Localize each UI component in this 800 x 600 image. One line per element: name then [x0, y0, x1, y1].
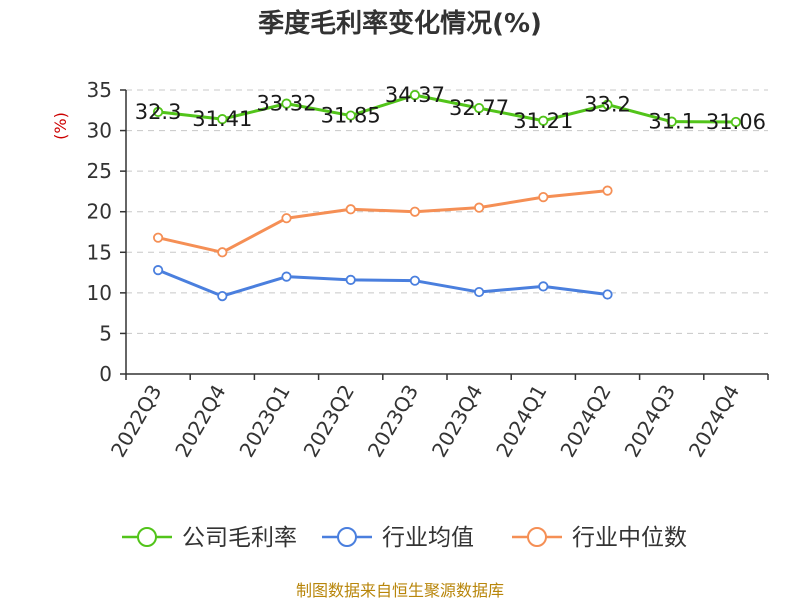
data-label: 33.2 [584, 93, 631, 117]
data-point [473, 286, 485, 298]
data-point [602, 185, 613, 196]
data-point [602, 289, 613, 300]
data-point [217, 291, 228, 302]
y-tick-label: 0 [99, 362, 112, 386]
data-point [473, 102, 485, 114]
legend-marker [137, 527, 157, 547]
data-point [538, 281, 549, 292]
y-tick-label: 20 [87, 200, 112, 224]
data-point [409, 206, 420, 217]
legend: 公司毛利率 行业均值 行业中位数 [122, 525, 687, 551]
series-line [157, 93, 736, 124]
legend-label: 公司毛利率 [182, 525, 297, 551]
y-tick-label: 15 [87, 240, 112, 264]
data-label: 33.32 [256, 92, 316, 116]
source-note: 制图数据来自恒生聚源数据库 [296, 581, 504, 600]
data-point [345, 204, 356, 215]
x-tick-label: 2022Q3 [106, 381, 166, 462]
data-point [217, 247, 228, 258]
data-point [730, 116, 742, 128]
series-line [157, 189, 608, 254]
series-layer [153, 90, 742, 302]
series-0 [153, 90, 742, 128]
x-tick-label: 2023Q1 [234, 381, 294, 462]
data-label: 34.37 [385, 83, 445, 107]
x-tick-label: 2023Q2 [299, 381, 359, 462]
x-tick-label: 2023Q4 [427, 381, 487, 462]
x-tick-label: 2024Q3 [620, 381, 680, 462]
y-tick-label: 25 [87, 159, 112, 183]
legend-label: 行业均值 [382, 525, 474, 551]
y-axis-unit: (%) [51, 112, 70, 140]
series-1 [153, 265, 613, 302]
legend-marker [337, 527, 357, 547]
data-point [473, 202, 485, 213]
data-label: 31.21 [513, 109, 573, 133]
grid-lines [126, 89, 768, 334]
data-point [538, 192, 549, 203]
x-tick-label: 2024Q2 [555, 381, 615, 462]
data-point [345, 110, 356, 121]
data-point [666, 116, 677, 127]
legend-label: 行业中位数 [572, 525, 687, 551]
data-point [153, 265, 164, 276]
x-tick-label: 2024Q4 [684, 381, 744, 462]
data-label: 31.06 [706, 110, 766, 134]
data-point [281, 271, 292, 282]
data-label: 32.77 [449, 96, 509, 120]
legend-marker [527, 527, 547, 547]
data-point [153, 106, 164, 118]
data-point [345, 274, 356, 285]
data-point [281, 213, 292, 224]
x-tick-label: 2022Q4 [170, 381, 230, 462]
data-point [409, 275, 420, 286]
data-point [409, 90, 420, 101]
data-label: 31.41 [192, 107, 252, 131]
data-point [281, 98, 292, 109]
data-label: 31.85 [321, 104, 381, 128]
y-tick-label: 10 [87, 281, 112, 305]
x-tick-label: 2024Q1 [491, 381, 551, 462]
data-point [153, 232, 164, 243]
data-point [602, 99, 613, 110]
data-label: 32.3 [135, 100, 182, 124]
x-tick-label: 2023Q3 [363, 381, 423, 462]
y-tick-label: 5 [99, 321, 112, 345]
series-2 [153, 185, 613, 258]
data-point [538, 115, 549, 126]
series-line [157, 268, 608, 298]
data-label: 31.1 [648, 110, 695, 134]
data-point [217, 114, 228, 125]
chart-title: 季度毛利率变化情况(%) [258, 8, 542, 39]
y-tick-label: 35 [87, 78, 112, 102]
y-tick-label: 30 [87, 119, 112, 143]
